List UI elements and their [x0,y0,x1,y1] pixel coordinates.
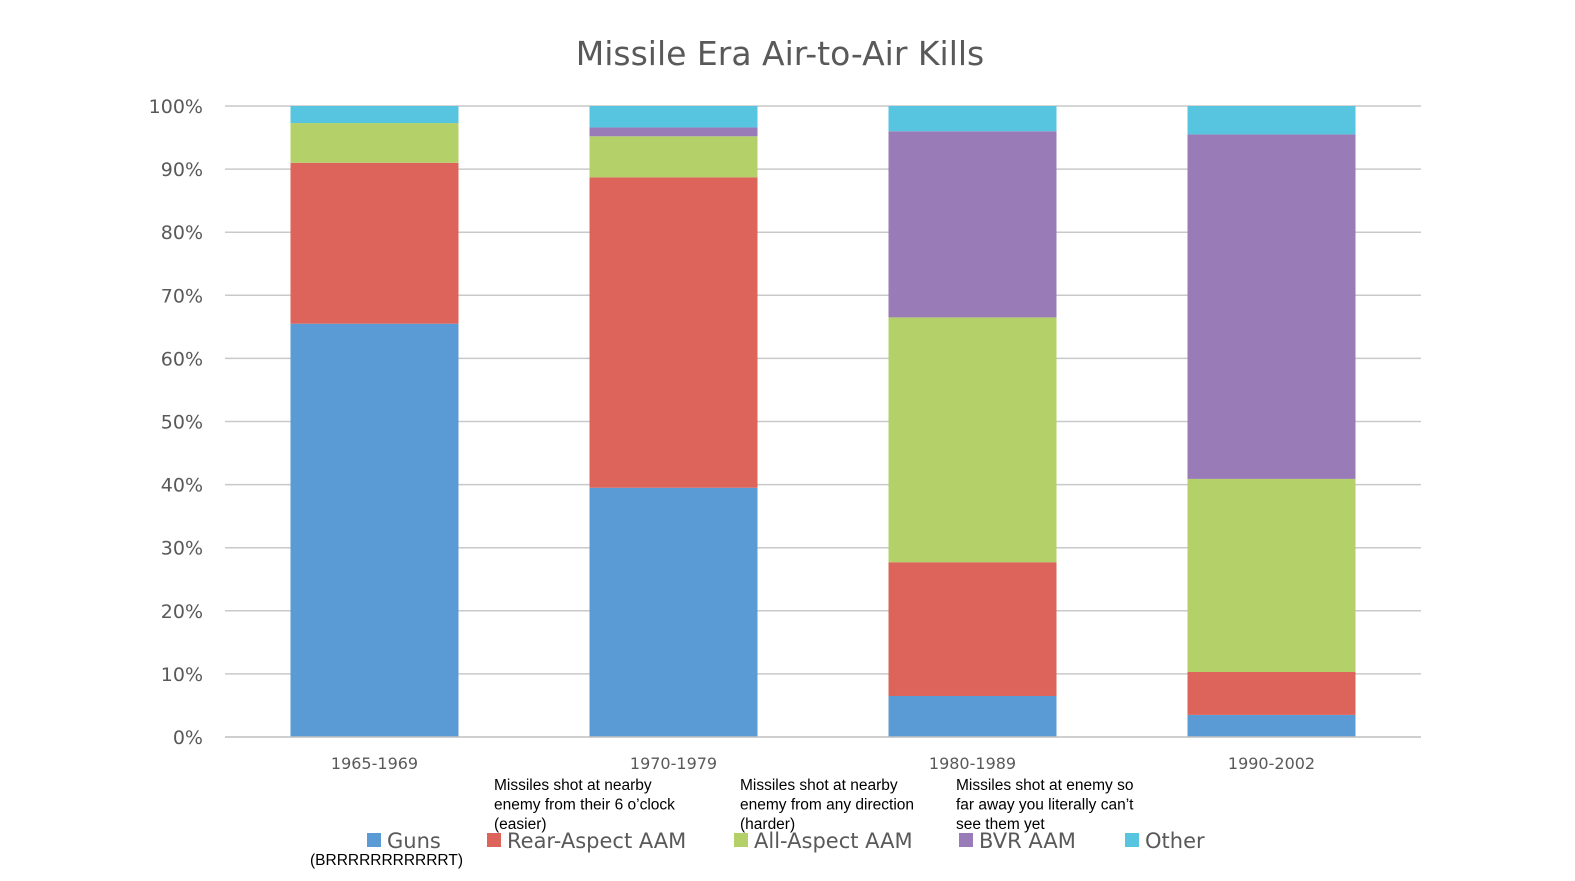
y-tick-label: 30% [161,538,203,560]
annotation-line: Missiles shot at nearby [494,777,652,794]
y-tick-label: 40% [161,475,203,497]
x-axis-labels: 1965-1969 1970-1979 1980-1989 1990-2002 [331,754,1315,773]
bar-segment [589,487,758,737]
annotation-line: far away you literally can’t [956,797,1134,814]
y-axis-ticks: 0% 10% 20% 30% 40% 50% 60% 70% 80% 90% 100% [149,96,203,749]
x-tick-label: 1965-1969 [331,754,418,773]
y-tick-label: 80% [161,222,203,244]
bar-segment [290,123,459,163]
legend-swatch [1125,833,1139,847]
bar-segment [1187,478,1356,673]
x-tick-label: 1990-2002 [1228,754,1315,773]
bar-segment [1187,714,1356,737]
legend-label: All-Aspect AAM [754,829,913,853]
bars [290,106,1356,737]
bar-segment [1187,134,1356,479]
bar-segment [1187,672,1356,715]
annotation-line: (easier) [494,816,547,833]
bar-segment [290,162,459,324]
chart-title: Missile Era Air-to-Air Kills [576,34,984,73]
annotation-line: see them yet [956,816,1045,833]
y-tick-label: 90% [161,159,203,181]
legend-swatch [959,833,973,847]
bar-segment [290,323,459,737]
bar-segment [888,131,1057,318]
annotation-line: (harder) [740,816,795,833]
legend: Guns Rear-Aspect AAM All-Aspect AAM BVR AAM… [367,829,1205,853]
annotation-line: (BRRRRRRRRRRRT) [310,852,463,869]
annotation-line: enemy from their 6 o’clock [494,797,675,814]
legend-label: Rear-Aspect AAM [507,829,686,853]
y-tick-label: 100% [149,96,203,118]
legend-swatch [367,833,381,847]
y-tick-label: 10% [161,664,203,686]
legend-label: Guns [387,829,441,853]
y-tick-label: 70% [161,285,203,307]
bar-segment [589,177,758,488]
y-tick-label: 60% [161,348,203,370]
bar-segment [589,127,758,137]
annotation-line: Missiles shot at enemy so [956,777,1133,794]
bar-segment [1187,106,1356,135]
legend-swatch [734,833,748,847]
y-tick-label: 50% [161,412,203,434]
bar-segment [888,106,1057,132]
x-tick-label: 1980-1989 [929,754,1016,773]
legend-annotations: (BRRRRRRRRRRRT) Missiles shot at nearby en… [310,777,1134,869]
legend-label: Other [1145,829,1205,853]
annotation-line: enemy from any direction [740,797,914,814]
x-tick-label: 1970-1979 [630,754,717,773]
bar-segment [589,106,758,128]
legend-swatch [487,833,501,847]
bar-segment [888,562,1057,696]
legend-label: BVR AAM [979,829,1076,853]
bar-segment [290,106,459,124]
bar-segment [589,136,758,178]
y-tick-label: 0% [173,727,203,749]
bar-segment [888,695,1057,737]
bar-segment [888,317,1057,563]
annotation-line: Missiles shot at nearby [740,777,898,794]
y-tick-label: 20% [161,601,203,623]
